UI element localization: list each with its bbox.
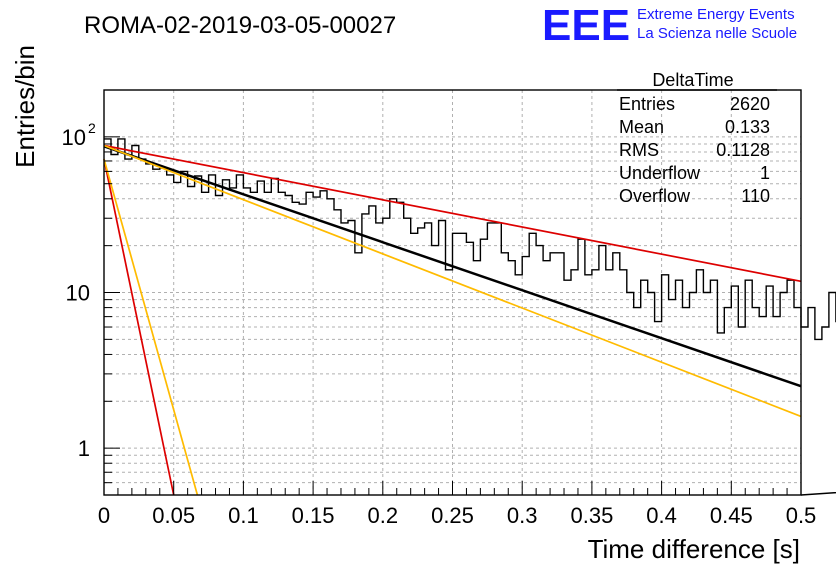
x-tick-label: 0.2	[368, 503, 399, 528]
x-tick-label: 0.5	[786, 503, 817, 528]
stats-label: Mean	[619, 117, 664, 137]
y-tick-base: 10	[62, 125, 86, 150]
x-tick-label: 0.05	[152, 503, 195, 528]
stats-value: 0.1128	[716, 140, 770, 160]
y-tick-label: 10	[66, 281, 90, 306]
y-tick-label: 1	[78, 436, 90, 461]
x-tick-label: 0.15	[292, 503, 335, 528]
histogram-series	[104, 138, 836, 496]
stats-value: 1	[760, 163, 770, 183]
stats-value: 2620	[730, 94, 770, 114]
y-axis-title: Entries/bin	[10, 45, 40, 168]
axis-ticks	[103, 89, 802, 496]
eee-logo: EEE Extreme Energy Events La Scienza nel…	[542, 1, 797, 50]
histogram-line	[104, 138, 836, 496]
fit-curve-5	[103, 158, 199, 496]
stats-label: RMS	[619, 140, 659, 160]
x-tick-label: 0.35	[570, 503, 613, 528]
x-tick-label: 0	[98, 503, 110, 528]
x-tick-label: 0.1	[228, 503, 259, 528]
x-tick-label: 0.25	[431, 503, 474, 528]
stats-title: DeltaTime	[652, 70, 733, 90]
stats-label: Overflow	[619, 186, 691, 206]
x-tick-label: 0.45	[710, 503, 753, 528]
y-tick-label: 10 2	[62, 120, 96, 150]
stats-box: DeltaTime Entries 2620 Mean 0.133 RMS 0.1128 U…	[617, 70, 777, 206]
grid	[104, 89, 801, 496]
fit-curve-3	[103, 144, 802, 418]
x-tick-label: 0.3	[507, 503, 538, 528]
stats-label: Entries	[619, 94, 675, 114]
fit-curve-4	[103, 158, 175, 496]
logo-line-2: La Scienza nelle Scuole	[637, 25, 797, 42]
logo-line-1: Extreme Energy Events	[637, 6, 795, 23]
stats-label: Underflow	[619, 163, 701, 183]
chart-title: ROMA-02-2019-03-05-00027	[84, 12, 396, 39]
stats-rows: Entries 2620 Mean 0.133 RMS 0.1128 Underflow 1 O…	[619, 94, 770, 206]
fit-curve-2	[103, 144, 802, 283]
stats-value: 0.133	[725, 117, 770, 137]
x-axis-title: Time difference [s]	[588, 534, 800, 564]
x-tick-labels: 0 0.05 0.1 0.15 0.2 0.25 0.3 0.35 0.4 0.45 0.5	[98, 503, 816, 528]
fit-curve-1	[103, 145, 802, 388]
y-tick-exponent: 2	[88, 120, 96, 136]
y-tick-base: 1	[78, 436, 90, 461]
logo-mark: EEE	[542, 1, 630, 50]
fit-curves	[103, 144, 802, 496]
stats-value: 110	[741, 186, 770, 206]
y-tick-base: 10	[66, 281, 90, 306]
x-tick-label: 0.4	[646, 503, 677, 528]
